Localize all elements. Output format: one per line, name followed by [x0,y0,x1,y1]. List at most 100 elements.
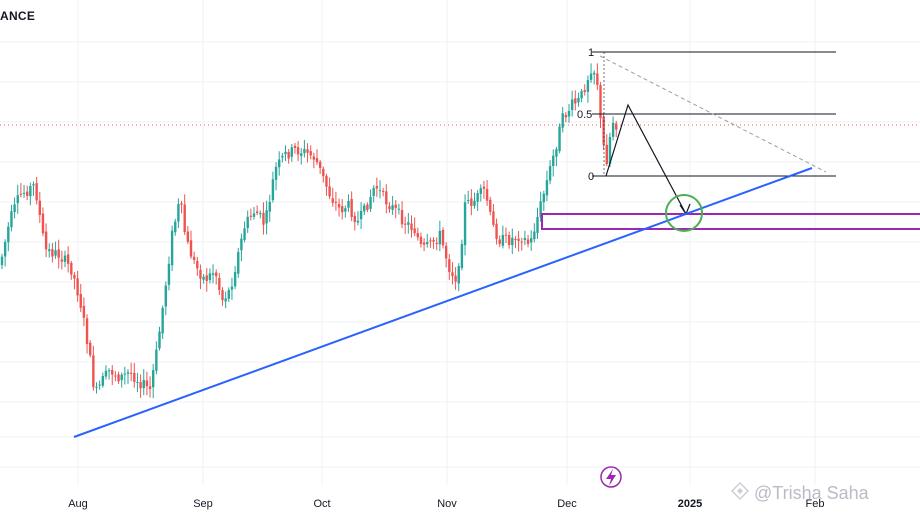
candle-body [265,210,268,224]
candle-body [593,72,596,75]
drawings[interactable]: 10.50 [0,47,920,438]
watermark-logo-center [737,488,743,494]
candle-body [611,122,615,137]
candle-body [19,193,23,195]
candle-body [567,110,571,117]
candle-body [22,192,26,194]
candle-body [287,151,290,159]
candle-body [514,238,517,240]
candle-body [460,244,464,268]
candle-body [227,290,230,299]
confluence-circle[interactable] [665,194,703,232]
candle-body [615,123,618,130]
candle-body [221,290,224,301]
candle-body [312,156,316,160]
candle-body [177,204,180,222]
support-zone[interactable] [541,213,920,230]
candle-body [552,155,555,167]
candle-body [63,255,67,262]
candle-body [296,147,300,155]
candle-body [155,349,158,371]
candle-body [16,195,19,204]
candle-body [369,196,372,209]
candle-body [252,213,256,217]
fib-level-label: 1 [588,47,594,59]
candle-body [114,375,117,377]
projection-path[interactable] [605,103,687,215]
candle-body [233,272,237,287]
candle-body [246,216,249,229]
dashed-projection-line[interactable] [599,55,827,173]
candle-body [404,223,407,225]
candle-body [410,223,413,231]
candle-body [451,272,454,277]
candle-body [577,97,580,103]
candle-body [126,372,130,374]
x-tick-label: Sep [193,498,213,510]
candle-body [38,200,41,216]
candle-body [429,240,432,242]
candle-body [70,262,73,275]
candle-body [95,386,98,388]
watermark-logo-diamond [730,481,750,501]
candle-body [605,144,608,165]
candle-body [347,200,350,208]
candle-body [139,382,142,389]
candle-body [243,228,246,240]
candle-body [215,272,218,277]
candle-body [73,274,76,279]
candle-body [57,249,60,258]
candle-body [192,256,196,260]
candle-body [542,193,545,203]
candle-body [539,201,542,218]
candle-body [306,149,309,153]
candle-body [76,278,79,296]
candle-body [208,273,212,281]
candle-body [60,259,64,262]
support-trendline[interactable] [73,167,813,438]
candle-body [463,202,467,246]
candle-body [467,199,470,201]
candle-body [180,203,183,205]
candle-body [136,381,139,383]
candle-body [325,175,328,187]
candle-body [89,342,92,356]
candle-body [35,183,38,201]
lightning-icon-bolt [606,469,616,486]
candle-body [388,206,391,210]
candle-body [448,259,451,273]
candle-body [7,226,10,243]
candle-body [495,223,498,239]
candle-body [492,211,495,225]
candle-body [517,238,520,241]
candle-body [400,210,404,225]
candle-body [438,230,442,245]
candle-body [300,153,303,156]
candle-body [318,161,322,168]
candle-body [104,370,108,377]
candle-body [394,204,397,208]
candle-body [536,216,539,233]
watermark-text: @Trisha Saha [754,483,870,503]
lightning-icon[interactable] [600,466,622,488]
candle-body [397,208,401,210]
candle-body [435,242,438,244]
candle-body [82,305,86,318]
candle-body [337,203,341,208]
candle-body [470,198,473,206]
candle-body [485,188,489,201]
candle-body [334,201,338,203]
candle-body [199,269,202,279]
candle-body [530,238,533,243]
candle-body [473,200,476,206]
candle-body [385,191,388,205]
candle-body [363,205,366,212]
candle-body [26,191,29,197]
candle-body [148,386,152,390]
candle-body [596,73,599,86]
candle-body [129,372,133,374]
candle-body [101,376,104,386]
x-tick-label: Nov [437,498,457,510]
